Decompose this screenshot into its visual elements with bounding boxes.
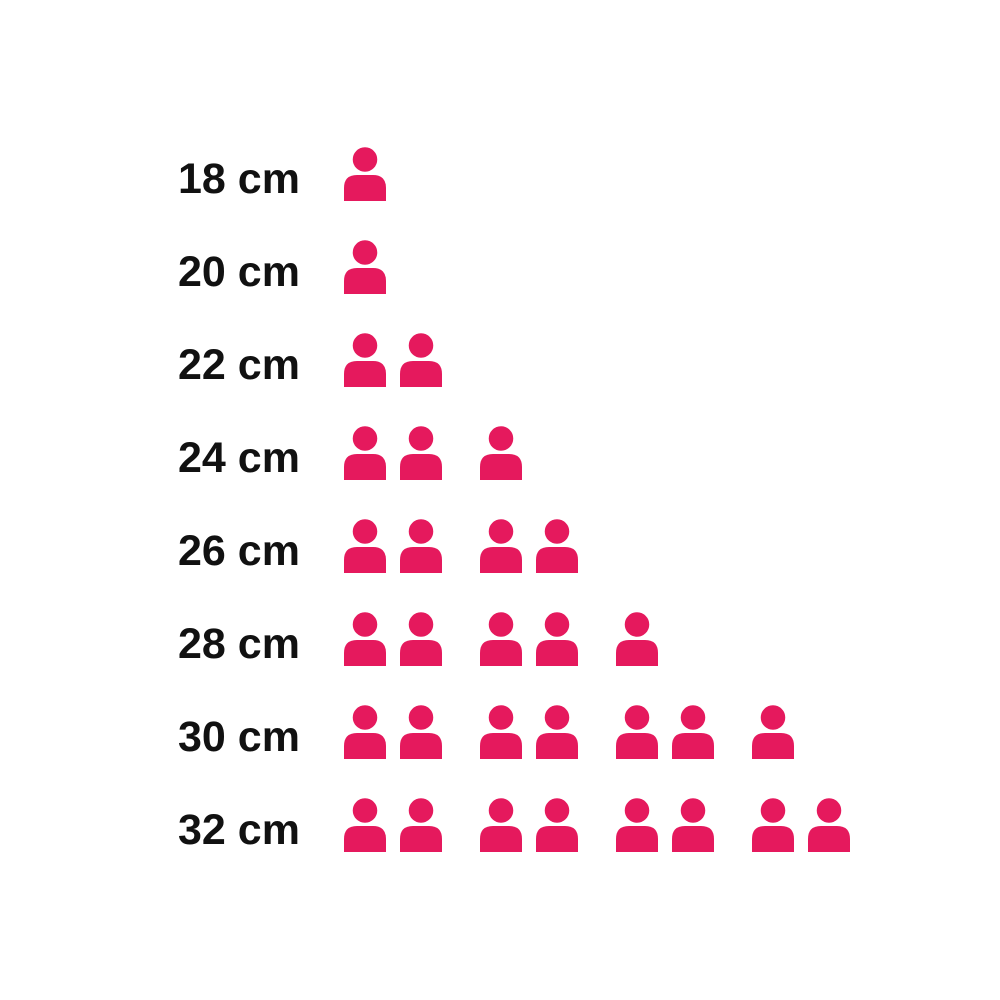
chart-row: 20 cm <box>178 236 860 296</box>
icon-row <box>340 422 532 480</box>
category-label: 20 cm <box>178 247 300 296</box>
person-icon <box>400 609 442 666</box>
person-icon <box>400 330 442 387</box>
pictogram-chart: 18 cm 20 cm 22 cm 24 cm <box>178 143 860 887</box>
person-icon <box>752 795 794 852</box>
icon-row <box>340 329 452 387</box>
person-icon <box>344 702 386 759</box>
person-icon <box>400 795 442 852</box>
person-icon <box>400 702 442 759</box>
person-icon <box>344 609 386 666</box>
person-icon <box>344 330 386 387</box>
category-label: 30 cm <box>178 712 300 761</box>
person-icon <box>536 795 578 852</box>
icon-row <box>340 608 668 666</box>
icon-row <box>340 143 396 201</box>
chart-row: 32 cm <box>178 794 860 854</box>
person-icon <box>480 423 522 480</box>
icon-row <box>340 236 396 294</box>
category-label: 28 cm <box>178 619 300 668</box>
person-icon <box>672 702 714 759</box>
person-icon <box>400 516 442 573</box>
chart-row: 18 cm <box>178 143 860 203</box>
icon-row <box>340 701 804 759</box>
person-icon <box>616 795 658 852</box>
person-icon <box>536 702 578 759</box>
person-icon <box>480 702 522 759</box>
chart-row: 30 cm <box>178 701 860 761</box>
person-icon <box>400 423 442 480</box>
person-icon <box>344 795 386 852</box>
person-icon <box>344 237 386 294</box>
category-label: 32 cm <box>178 805 300 854</box>
category-label: 26 cm <box>178 526 300 575</box>
person-icon <box>808 795 850 852</box>
person-icon <box>672 795 714 852</box>
person-icon <box>344 423 386 480</box>
person-icon <box>480 609 522 666</box>
chart-row: 24 cm <box>178 422 860 482</box>
chart-row: 28 cm <box>178 608 860 668</box>
person-icon <box>616 609 658 666</box>
person-icon <box>536 516 578 573</box>
person-icon <box>480 516 522 573</box>
person-icon <box>344 144 386 201</box>
category-label: 18 cm <box>178 154 300 203</box>
chart-row: 22 cm <box>178 329 860 389</box>
person-icon <box>480 795 522 852</box>
icon-row <box>340 794 860 852</box>
category-label: 24 cm <box>178 433 300 482</box>
chart-row: 26 cm <box>178 515 860 575</box>
person-icon <box>616 702 658 759</box>
person-icon <box>752 702 794 759</box>
person-icon <box>536 609 578 666</box>
category-label: 22 cm <box>178 340 300 389</box>
person-icon <box>344 516 386 573</box>
icon-row <box>340 515 588 573</box>
